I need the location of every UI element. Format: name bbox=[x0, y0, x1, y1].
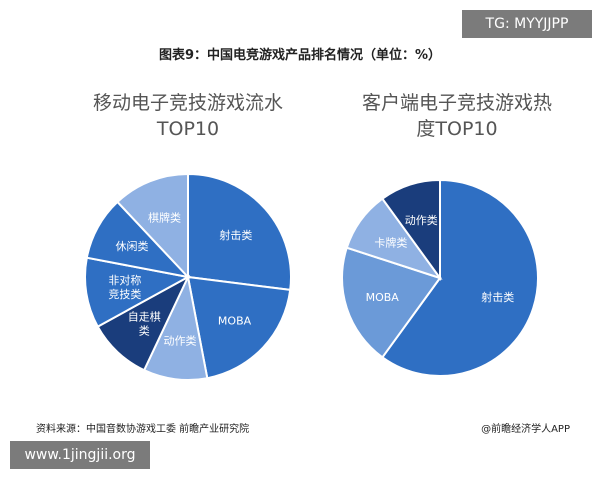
slice-label: 自走棋类 bbox=[128, 310, 161, 338]
slice-label: 射击类 bbox=[219, 228, 252, 242]
slice-label: 射击类 bbox=[481, 290, 514, 304]
slice-label: 非对称竞技类 bbox=[108, 273, 141, 301]
pie-slice bbox=[84, 256, 191, 328]
pie-slice bbox=[116, 172, 189, 280]
brand-note: @前瞻经济学人APP bbox=[481, 424, 570, 435]
slice-label: MOBA bbox=[366, 291, 400, 304]
watermark-top-right: TG: MYYJJPP bbox=[462, 10, 592, 38]
pie-slice bbox=[381, 178, 441, 282]
chart-title-left-line1: 移动电子竞技游戏流水 bbox=[92, 92, 283, 114]
pie-slice bbox=[341, 246, 442, 359]
slice-label: 卡牌类 bbox=[374, 235, 407, 249]
slice-label: MOBA bbox=[218, 315, 252, 328]
pie-slice bbox=[187, 172, 292, 292]
slice-label: 棋牌类 bbox=[148, 211, 181, 225]
watermark-bottom-left: www.1jingjii.org bbox=[10, 441, 150, 469]
chart-title-left: 移动电子竞技游戏流水 TOP10 bbox=[63, 90, 313, 142]
pie-slice bbox=[380, 178, 539, 377]
figure-title: 图表9：中国电竞游戏产品排名情况（单位：%） bbox=[158, 48, 442, 63]
chart-title-right-line1: 客户端电子竞技游戏热 bbox=[361, 92, 552, 114]
chart-title-right: 客户端电子竞技游戏热 度TOP10 bbox=[332, 90, 582, 142]
source-note: 资料来源：中国音数协游戏工委 前瞻产业研究院 bbox=[36, 424, 250, 435]
slice-label: 休闲类 bbox=[116, 239, 149, 253]
chart-title-right-line2: 度TOP10 bbox=[416, 118, 498, 140]
slice-label: 动作类 bbox=[163, 333, 196, 347]
pie-slice bbox=[186, 275, 292, 380]
slice-label: 动作类 bbox=[405, 213, 438, 227]
chart-title-left-line2: TOP10 bbox=[156, 118, 220, 140]
